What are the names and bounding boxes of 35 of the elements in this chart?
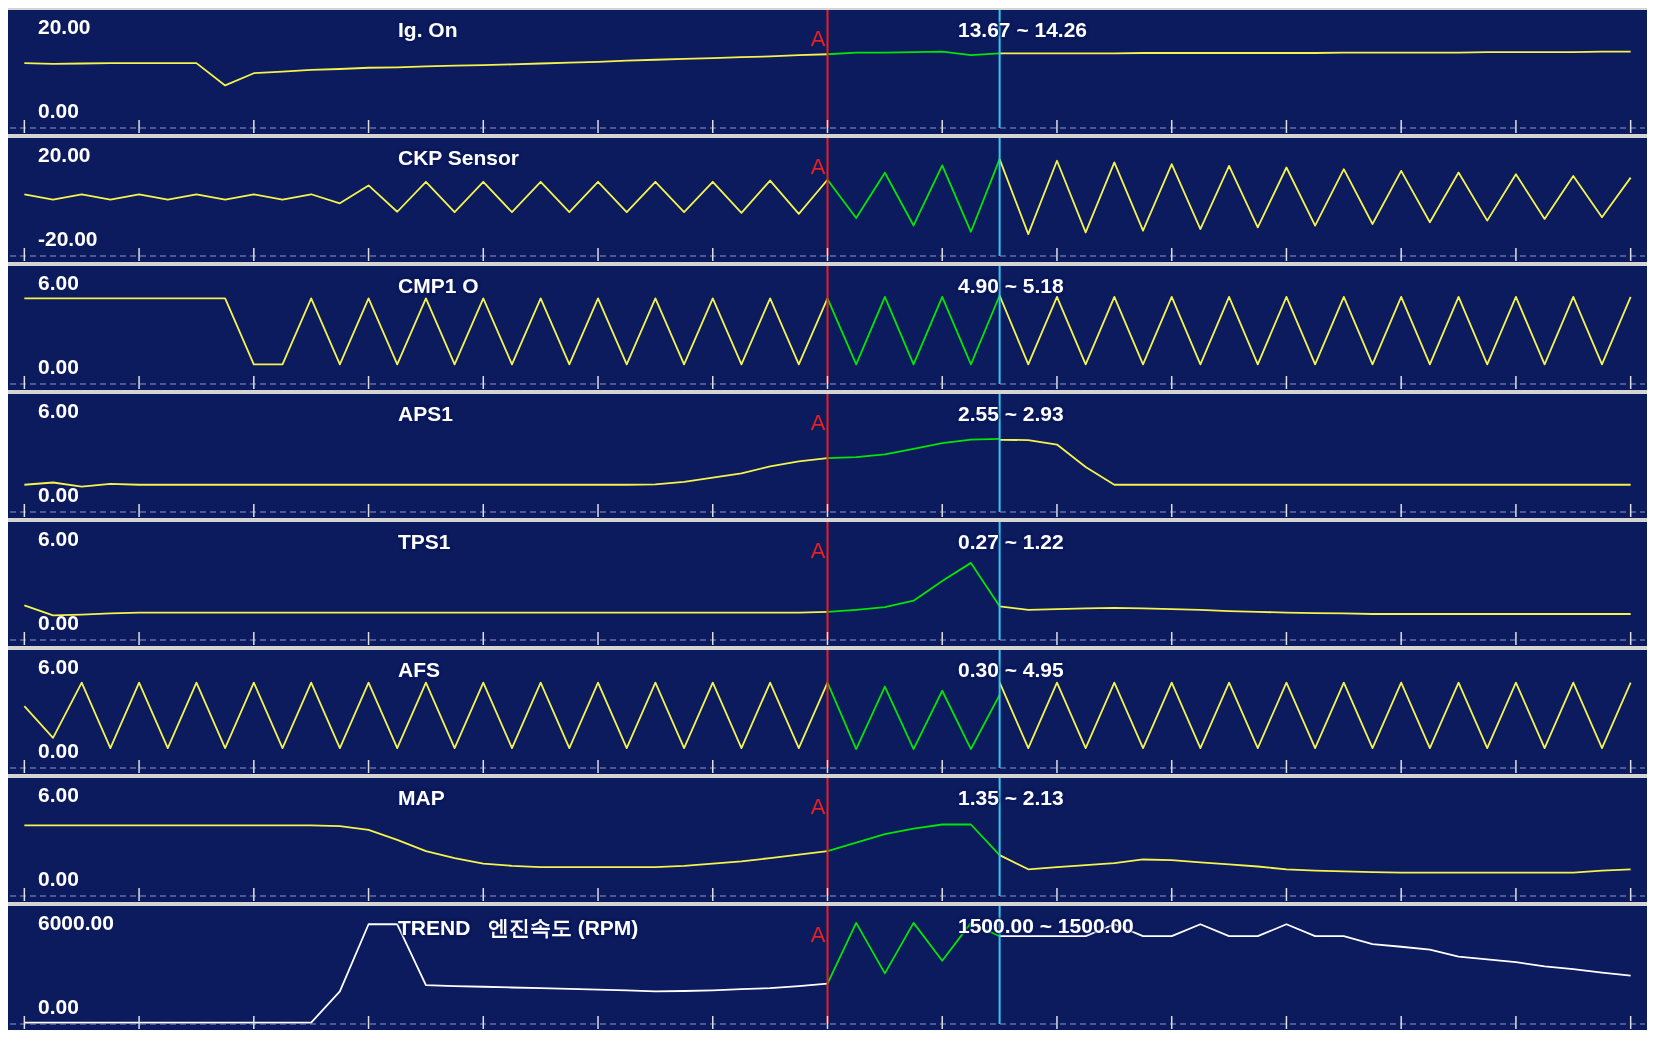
y-tick-label: 6.00 [38, 654, 79, 678]
annotation: 0.30 ~ 4.95 [958, 658, 1064, 682]
annotation: 4.90 ~ 5.18 [958, 274, 1064, 298]
annotation: A [810, 26, 826, 51]
chart-title: APS1 [398, 402, 453, 426]
chart-title: TPS1 [398, 530, 451, 554]
y-tick-label: 0.00 [38, 739, 79, 763]
annotation: A [810, 922, 826, 947]
y-tick-label: 0.00 [38, 995, 79, 1019]
text: TREND 엔진속도 (RPM) [398, 915, 639, 941]
annotation: 2.55 ~ 2.93 [958, 402, 1064, 426]
y-tick-label: 6.00 [38, 270, 79, 294]
y-tick-label: 0.00 [38, 483, 79, 507]
y-tick-label: 20.00 [38, 14, 91, 38]
chart-title: MAP [398, 786, 445, 810]
y-tick-label: 6.00 [38, 398, 79, 422]
y-tick-label: -20.00 [38, 227, 98, 251]
y-tick-label: 0.00 [38, 867, 79, 891]
annotation: 0.27 ~ 1.22 [958, 530, 1064, 554]
y-tick-label: 20.00 [38, 142, 91, 166]
annotation: 1.35 ~ 2.13 [958, 786, 1064, 810]
annotation: A [810, 794, 826, 819]
annotation: A [810, 154, 826, 179]
chart-title: CKP Sensor [398, 146, 519, 170]
chart-title: Ig. On [398, 18, 458, 42]
y-tick-label: 0.00 [38, 611, 79, 635]
y-tick-label: 0.00 [38, 99, 79, 123]
y-tick-label: 6.00 [38, 526, 79, 550]
y-tick-label: 6.00 [38, 782, 79, 806]
chart-title: AFS [398, 658, 440, 682]
y-tick-label: 6000.00 [38, 910, 114, 934]
annotation: A [810, 538, 826, 563]
annotation: A [810, 410, 826, 435]
chart-title: CMP1 O [398, 274, 479, 298]
y-tick-label: 0.00 [38, 355, 79, 379]
